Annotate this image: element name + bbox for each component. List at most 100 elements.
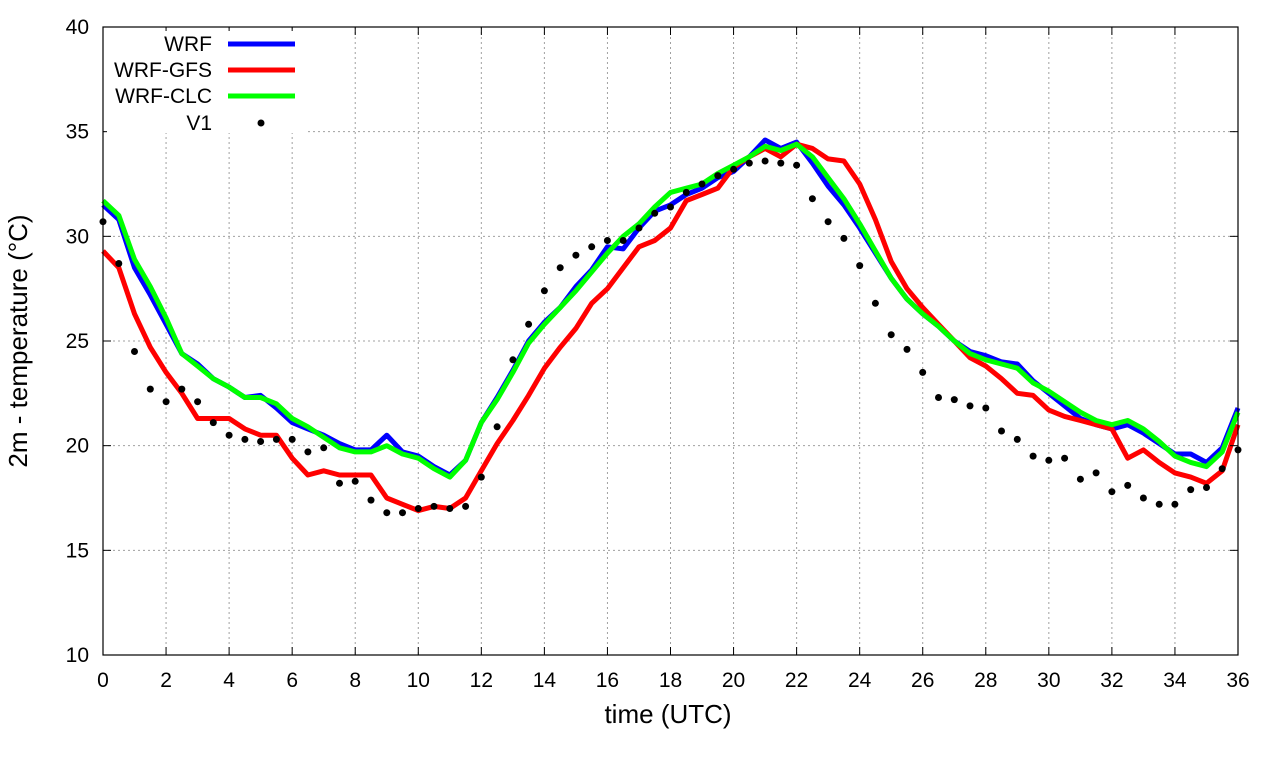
- data-point-v1: [241, 435, 249, 443]
- data-point-v1: [367, 496, 375, 504]
- y-tick-label: 25: [66, 330, 89, 353]
- grid: [103, 27, 1238, 655]
- data-point-v1: [209, 419, 217, 427]
- x-tick-label: 26: [911, 669, 934, 692]
- x-tick-label: 8: [349, 669, 361, 692]
- data-point-v1: [525, 320, 533, 328]
- data-point-v1: [272, 435, 280, 443]
- x-tick-label: 14: [533, 669, 557, 692]
- data-point-v1: [824, 218, 832, 226]
- data-point-v1: [745, 159, 753, 167]
- data-point-v1: [1061, 454, 1069, 462]
- data-point-v1: [1076, 475, 1084, 483]
- legend-label-wrf: WRF: [164, 33, 212, 56]
- x-tick-label: 16: [596, 669, 619, 692]
- data-point-v1: [840, 234, 848, 242]
- data-point-v1: [950, 396, 958, 404]
- series-line-wrf-clc: [101, 141, 1241, 480]
- data-point-v1: [540, 287, 548, 295]
- data-point-v1: [351, 477, 359, 485]
- data-point-v1: [383, 509, 391, 517]
- x-tick-label: 12: [470, 669, 493, 692]
- data-point-v1: [1029, 452, 1037, 460]
- data-point-v1: [698, 180, 706, 188]
- data-point-v1: [336, 479, 343, 487]
- data-point-v1: [761, 157, 769, 165]
- legend-label-wrf-gfs: WRF-GFS: [114, 59, 212, 82]
- data-point-v1: [477, 473, 485, 481]
- data-point-v1: [572, 251, 580, 259]
- data-point-v1: [288, 435, 296, 443]
- data-point-v1: [793, 161, 801, 169]
- legend-label-v1: V1: [186, 112, 212, 135]
- x-tick-label: 30: [1037, 669, 1060, 692]
- data-point-v1: [777, 159, 785, 167]
- x-tick-label: 6: [286, 669, 298, 692]
- series-line-wrf-gfs: [101, 141, 1241, 514]
- y-tick-label: 35: [66, 121, 89, 144]
- data-point-v1: [146, 385, 154, 393]
- data-point-v1: [162, 398, 170, 406]
- data-point-v1: [462, 502, 470, 510]
- legend: WRF WRF-GFS WRF-CLC V1: [107, 31, 307, 135]
- data-point-v1: [808, 195, 816, 203]
- data-point-v1: [304, 448, 312, 456]
- data-point-v1: [998, 427, 1005, 435]
- data-point-v1: [730, 165, 738, 173]
- data-point-v1: [225, 431, 233, 439]
- x-tick-label: 4: [223, 669, 235, 692]
- data-point-v1: [414, 505, 422, 512]
- x-tick-label: 34: [1163, 669, 1187, 692]
- data-point-v1: [856, 262, 864, 270]
- data-point-v1: [178, 385, 186, 393]
- y-tick-label: 40: [66, 16, 89, 39]
- data-point-v1: [194, 398, 202, 406]
- data-point-v1: [966, 402, 974, 410]
- data-point-v1: [667, 203, 674, 211]
- y-tick-label: 20: [66, 435, 89, 458]
- x-tick-label: 10: [407, 669, 430, 692]
- data-point-v1: [1045, 456, 1053, 464]
- x-tick-label: 0: [97, 669, 109, 692]
- x-axis-label: time (UTC): [604, 699, 731, 729]
- x-tick-label: 22: [785, 669, 808, 692]
- data-point-v1: [714, 172, 722, 180]
- data-point-v1: [446, 505, 454, 512]
- data-point-v1: [1187, 486, 1195, 494]
- data-point-v1: [1092, 469, 1100, 477]
- x-tick-label: 24: [848, 669, 872, 692]
- y-axis-ticks: 10 15 20 25 30 35 40: [66, 16, 1238, 667]
- data-point-v1: [603, 237, 611, 244]
- data-point-v1: [982, 404, 990, 412]
- data-point-v1: [919, 368, 927, 376]
- data-point-v1: [1171, 500, 1179, 508]
- legend-label-wrf-clc: WRF-CLC: [115, 85, 212, 108]
- data-point-v1: [399, 509, 406, 517]
- data-point-v1: [1155, 500, 1163, 508]
- y-tick-label: 10: [66, 644, 89, 667]
- data-point-v1: [887, 331, 895, 339]
- y-tick-label: 15: [66, 539, 89, 562]
- x-tick-label: 20: [722, 669, 745, 692]
- y-axis-label: 2m - temperature (°C): [3, 214, 33, 467]
- data-point-v1: [588, 243, 596, 251]
- data-point-v1: [682, 188, 690, 196]
- data-point-v1: [493, 423, 501, 431]
- x-tick-label: 36: [1226, 669, 1249, 692]
- data-point-v1: [1124, 481, 1132, 489]
- data-point-v1: [115, 260, 123, 267]
- data-point-v1: [1013, 435, 1021, 443]
- x-tick-label: 28: [974, 669, 997, 692]
- data-point-v1: [430, 502, 438, 510]
- data-point-v1: [556, 264, 564, 272]
- data-point-v1: [1139, 494, 1147, 502]
- data-point-v1: [871, 299, 879, 307]
- data-point-v1: [903, 345, 911, 353]
- data-point-v1: [1203, 484, 1210, 491]
- data-point-v1: [320, 444, 328, 452]
- data-point-v1: [509, 356, 517, 364]
- x-tick-label: 18: [659, 669, 682, 692]
- data-point-v1: [131, 348, 138, 355]
- data-point-v1: [651, 209, 659, 217]
